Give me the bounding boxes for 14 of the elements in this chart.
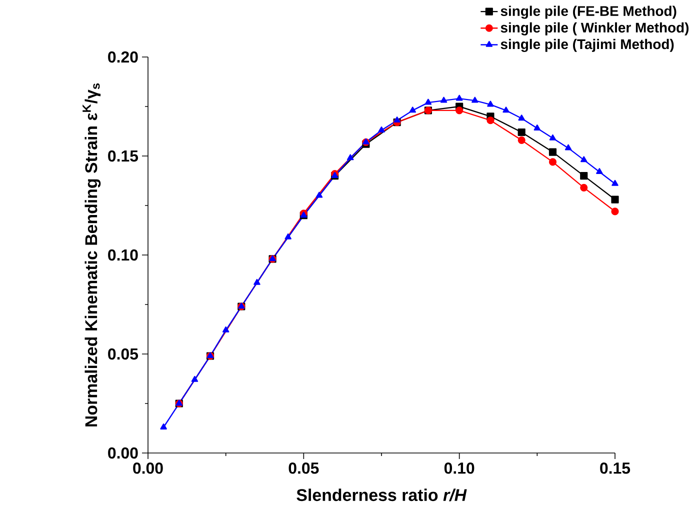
y-tick-label: 0.20 [108, 51, 138, 63]
x-tick-label: 0.10 [444, 462, 474, 474]
x-axis-title: Slenderness ratio r/H [296, 488, 467, 502]
x-tick-label: 0.05 [288, 462, 319, 474]
x-tick-label: 0.00 [133, 462, 163, 474]
y-tick-label: 0.05 [108, 348, 138, 360]
legend-label: single pile ( Winkler Method) [500, 22, 689, 36]
legend-label: single pile (Tajimi Method) [500, 38, 674, 52]
legend-label: single pile (FE-BE Method) [500, 6, 676, 19]
x-tick-label: 0.15 [600, 462, 630, 474]
y-axis-title: Normalized Kinematic Bending Strain ε$^{K}$/γ$_{s}$ [82, 83, 101, 426]
y-tick-label: 0.10 [108, 249, 138, 261]
y-tick-label: 0.15 [108, 150, 138, 162]
y-tick-label: 0.00 [108, 447, 138, 459]
